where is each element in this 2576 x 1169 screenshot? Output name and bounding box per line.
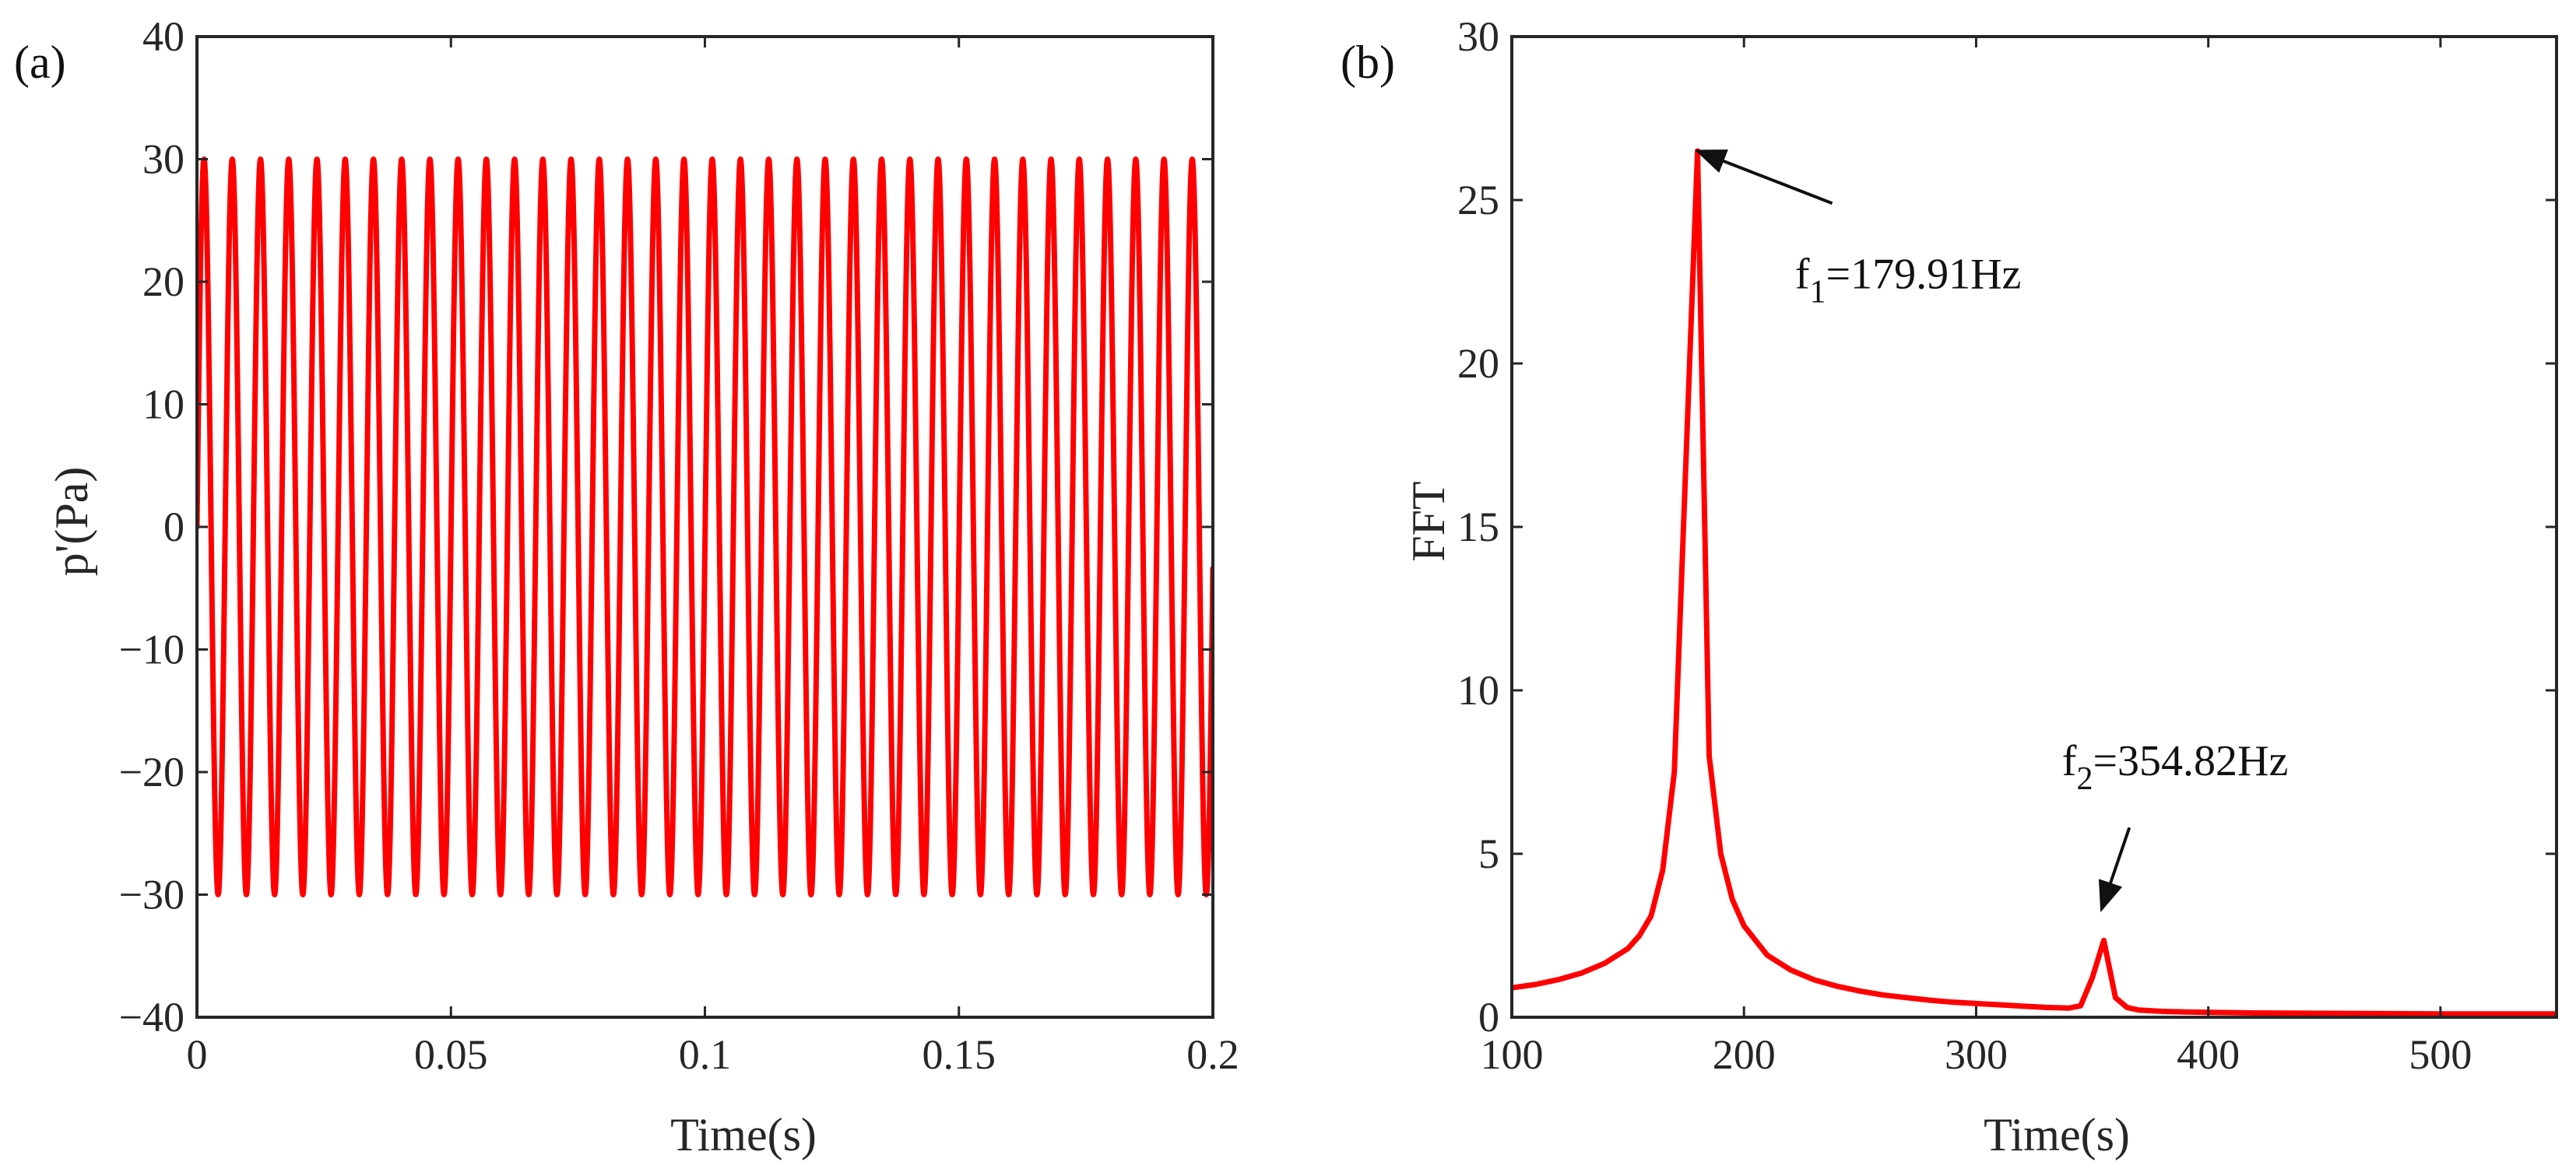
y-tick-label-b: 20 — [1457, 340, 1499, 387]
annotations-group-b: f1=179.91Hz f2=354.82Hz — [1694, 149, 2289, 913]
x-tick-label-a: 0.05 — [414, 1031, 488, 1078]
y-tick-label-b: 5 — [1478, 830, 1499, 877]
series-group-a — [197, 156, 1213, 897]
x-tick-label-b: 100 — [1481, 1031, 1544, 1078]
y-tick-label-b: 10 — [1457, 667, 1499, 714]
y-tick-label-a: −30 — [119, 872, 185, 918]
x-axis-label-b: Time(s) — [1984, 1109, 2130, 1160]
panel-label-b: (b) — [1341, 37, 1395, 88]
annotation-label-2: f2=354.82Hz — [2062, 737, 2289, 797]
annotation-arrow-2 — [2098, 827, 2131, 913]
y-tick-label-a: 30 — [142, 136, 185, 183]
x-tick-label-b: 500 — [2409, 1031, 2472, 1078]
x-tick-label-b: 200 — [1713, 1031, 1776, 1078]
y-axis-label-b: FFT — [1403, 481, 1454, 561]
y-tick-label-a: −40 — [119, 994, 185, 1041]
panel-label-a: (a) — [14, 37, 66, 88]
x-tick-label-a: 0.15 — [923, 1031, 996, 1078]
x-tick-label-a: 0.2 — [1186, 1031, 1239, 1078]
x-tick-label-a: 0 — [187, 1031, 208, 1078]
axes-group-b: 100 200 300 400 500 0 5 10 15 20 25 30 — [1457, 13, 2558, 1078]
y-tick-label-a: −20 — [119, 749, 185, 795]
y-tick-label-b: 15 — [1457, 504, 1499, 550]
y-tick-label-a: 10 — [142, 381, 185, 428]
x-tick-label-a: 0.1 — [679, 1031, 732, 1078]
y-tick-label-a: 20 — [142, 258, 185, 305]
x-tick-label-b: 300 — [1945, 1031, 2008, 1078]
chart-a-time-signal: (a) 0 0.05 0.1 0.15 0.2 −40 −30 −20 −10 0 10 20 30 40… — [14, 13, 1239, 1160]
x-axis-label-a: Time(s) — [670, 1109, 817, 1160]
y-tick-label-a: 40 — [142, 13, 185, 60]
y-tick-label-a: −10 — [119, 627, 185, 673]
series-line-a-0 — [197, 156, 1213, 897]
axes-group-a: 0 0.05 0.1 0.15 0.2 −40 −30 −20 −10 0 10 20 30 40 — [119, 13, 1239, 1078]
series-line-b-0 — [1512, 148, 2557, 1017]
x-tick-label-b: 400 — [2177, 1031, 2240, 1078]
annotation-label-1: f1=179.91Hz — [1795, 250, 2022, 310]
axes-frame-b — [1510, 35, 2558, 1019]
y-tick-label-a: 0 — [163, 504, 185, 550]
y-tick-label-b: 25 — [1457, 177, 1499, 223]
chart-b-fft: (b) 100 200 300 400 500 0 5 10 15 20 25 30 f1=179.9… — [1341, 13, 2558, 1160]
y-tick-label-b: 30 — [1457, 13, 1499, 60]
annotation-arrow-1 — [1694, 149, 1833, 205]
y-tick-label-b: 0 — [1478, 994, 1499, 1041]
series-group-b — [1512, 148, 2557, 1017]
y-axis-label-a: p'(Pa) — [46, 467, 97, 577]
